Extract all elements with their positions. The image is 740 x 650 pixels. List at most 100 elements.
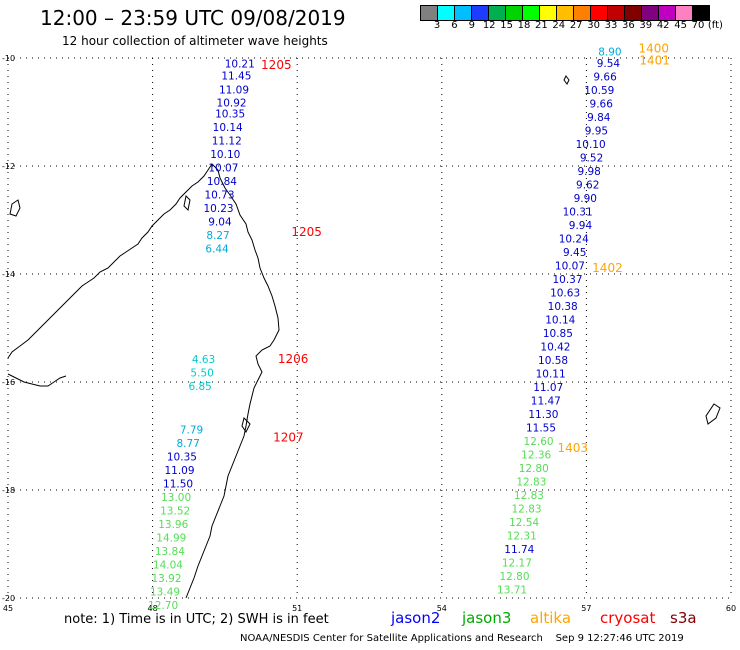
wave-height-value: 9.98 (577, 166, 600, 178)
footnote: note: 1) Time is in UTC; 2) SWH is in fe… (64, 612, 329, 627)
pass-time-label: 1401 (639, 53, 670, 67)
wave-height-value: 9.84 (587, 112, 611, 124)
wave-height-value: 12.54 (509, 517, 539, 529)
lat-tick-label: -14 (2, 270, 15, 279)
wave-height-value: 11.12 (212, 135, 242, 147)
wave-height-value: 10.14 (545, 315, 575, 327)
wave-height-value: 10.10 (576, 139, 606, 151)
wave-height-value: 12.80 (499, 571, 529, 583)
wave-height-value: 12.70 (148, 600, 178, 612)
wave-height-value: 13.52 (160, 505, 190, 517)
legend-label: 33 (604, 20, 618, 31)
legend-label: 24 (552, 20, 566, 31)
wave-height-value: 6.44 (205, 243, 229, 255)
lon-tick-label: 57 (581, 604, 591, 613)
wave-height-value: 9.90 (574, 193, 597, 205)
legend-label: 21 (535, 20, 548, 31)
wave-height-value: 13.92 (151, 573, 181, 585)
wave-height-value: 10.31 (563, 207, 593, 219)
legend-label: 18 (517, 20, 531, 31)
lat-tick-label: -10 (2, 54, 15, 63)
wave-height-value: 10.35 (215, 108, 245, 120)
track-west: 10.2111.4511.0910.9210.3510.1411.1210.10… (148, 59, 255, 612)
wave-height-value: 11.09 (164, 465, 194, 477)
satellite-cryosat: cryosat (600, 609, 656, 627)
legend-label: 42 (656, 20, 670, 31)
wave-height-value: 12.80 (519, 463, 549, 475)
wave-height-value: 10.14 (213, 122, 243, 134)
pass-time-label: 1206 (278, 352, 309, 366)
wave-height-value: 10.23 (204, 203, 234, 215)
lon-tick-label: 48 (148, 604, 158, 613)
wave-height-value: 11.55 (526, 423, 556, 435)
wave-height-value: 10.85 (543, 328, 573, 340)
satellite-jason2: jason2 (391, 609, 441, 627)
wave-height-value: 9.62 (576, 180, 599, 192)
satellite-s3a: s3a (670, 609, 697, 627)
credit-line: NOAA/NESDIS Center for Satellite Applica… (240, 633, 684, 644)
wave-height-value: 5.50 (190, 368, 213, 380)
track-east: 8.909.549.6610.599.669.849.9510.109.529.… (497, 46, 622, 596)
wave-height-value: 11.45 (221, 71, 251, 83)
satellite-altika: altika (530, 609, 572, 627)
wave-height-value: 12.60 (524, 436, 554, 448)
lon-tick-label: 51 (292, 604, 302, 613)
coastline (7, 75, 721, 599)
wave-height-value: 11.74 (504, 544, 534, 556)
legend-label: 6 (451, 20, 458, 31)
legend-label: 12 (482, 20, 496, 31)
wave-height-value: 13.96 (158, 519, 188, 531)
wave-height-value: 9.95 (585, 126, 608, 138)
pass-time-label: 1402 (592, 261, 623, 275)
lat-tick-label: -18 (2, 486, 15, 495)
pass-time-label: 1207 (273, 430, 304, 444)
legend-swatch (692, 5, 710, 21)
wave-height-value: 10.63 (550, 288, 580, 300)
wave-height-value: 9.04 (208, 216, 232, 228)
wave-height-value: 9.52 (580, 153, 603, 165)
lon-tick-label: 54 (437, 604, 447, 613)
legend-label: 39 (639, 20, 653, 31)
pass-time-label: 1403 (557, 441, 588, 455)
pass-time-label: 1205 (261, 58, 292, 72)
wave-height-value: 8.77 (176, 438, 199, 450)
lon-tick-label: 60 (726, 604, 736, 613)
timestamp: Sep 9 12:27:46 UTC 2019 (555, 633, 684, 644)
wave-height-value: 10.84 (207, 176, 237, 188)
wave-height-value: 10.35 (167, 451, 197, 463)
wave-height-value: 10.58 (538, 355, 568, 367)
wave-height-value: 10.24 (559, 234, 589, 246)
wave-height-value: 10.10 (210, 149, 240, 161)
wave-height-value: 9.66 (590, 99, 614, 111)
wave-height-value: 4.63 (192, 354, 215, 366)
satellite-jason3: jason3 (462, 609, 512, 627)
wave-height-value: 13.71 (497, 585, 527, 597)
legend-label: 70 (691, 20, 705, 31)
legend-label: 3 (433, 20, 441, 31)
lat-lon-grid (7, 57, 732, 599)
wave-height-value: 10.07 (208, 162, 238, 174)
wave-height-value: 12.17 (502, 558, 532, 570)
pass-time-label: 1205 (291, 225, 322, 239)
wave-height-value: 9.94 (569, 220, 593, 232)
wave-height-value: 12.31 (507, 531, 537, 543)
wave-height-value: 9.54 (597, 58, 621, 70)
wave-height-value: 10.07 (555, 261, 585, 273)
wave-height-value: 8.27 (206, 230, 229, 242)
wave-height-value: 12.83 (516, 477, 546, 489)
wave-height-value: 11.07 (533, 382, 563, 394)
wave-height-value: 9.66 (593, 72, 617, 84)
credit-text: NOAA/NESDIS Center for Satellite Applica… (240, 633, 543, 644)
legend-label: (ft) (707, 20, 723, 31)
wave-height-value: 10.92 (217, 98, 247, 110)
map-title: 12:00 – 23:59 UTC 09/08/2019 (40, 6, 346, 30)
lat-tick-label: -20 (2, 594, 15, 603)
wave-height-value: 11.47 (531, 396, 561, 408)
wave-height-value: 12.83 (514, 490, 544, 502)
legend-label: 27 (569, 20, 583, 31)
wave-height-value: 12.83 (512, 504, 542, 516)
